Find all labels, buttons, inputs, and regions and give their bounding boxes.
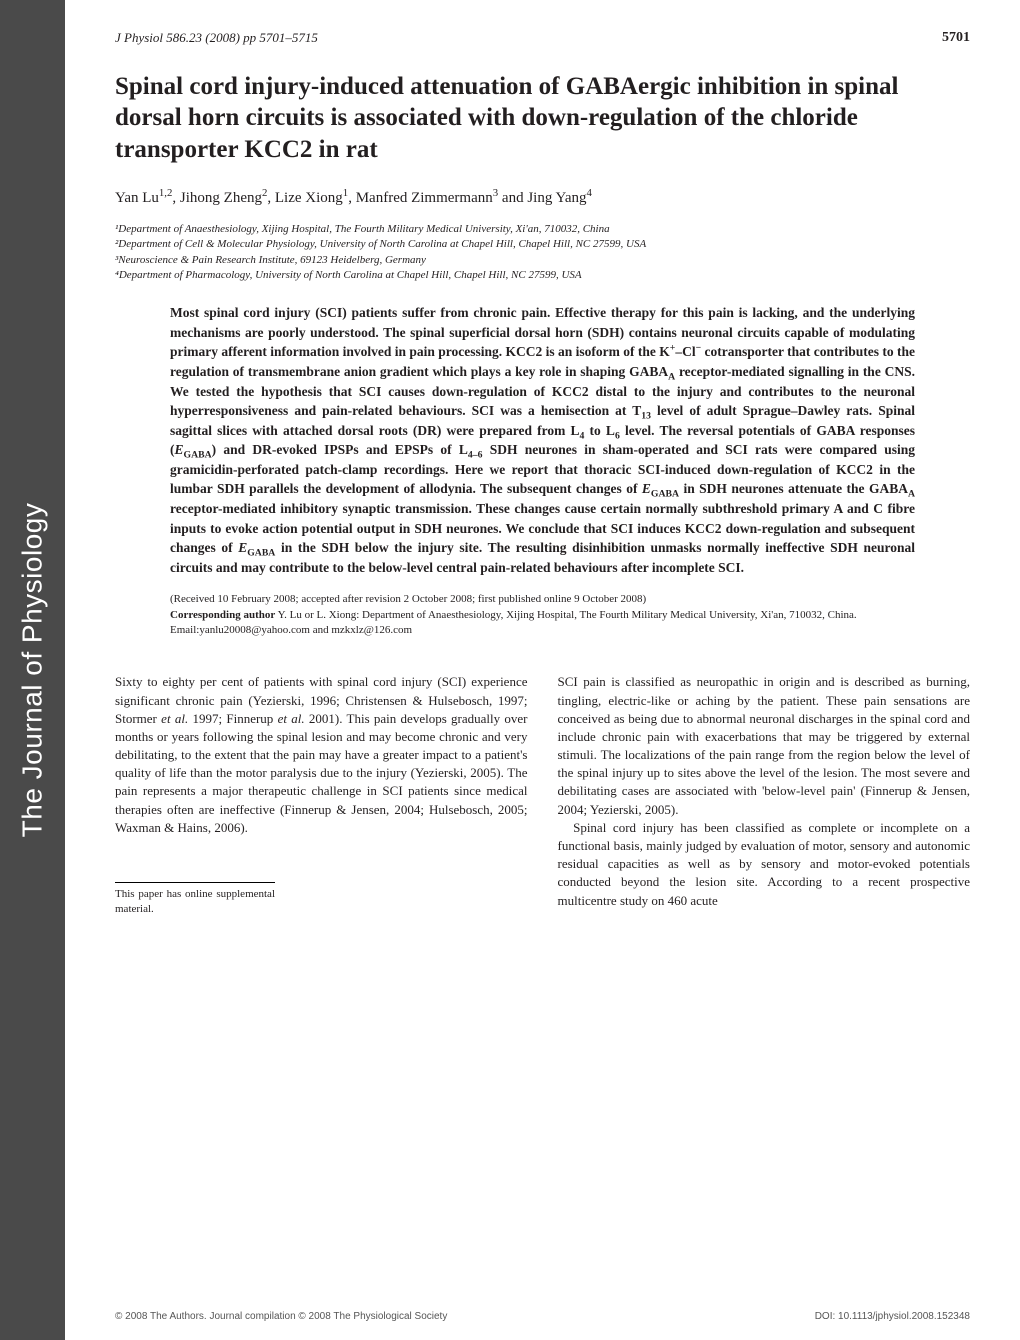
body-paragraph: SCI pain is classified as neuropathic in… (558, 673, 971, 819)
affiliations: ¹Department of Anaesthesiology, Xijing H… (115, 222, 970, 284)
article-title: Spinal cord injury-induced attenuation o… (115, 71, 970, 165)
doi: DOI: 10.1113/jphysiol.2008.152348 (815, 1311, 970, 1322)
author-list: Yan Lu1,2, Jihong Zheng2, Lize Xiong1, M… (115, 190, 970, 207)
affiliation-2: ²Department of Cell & Molecular Physiolo… (115, 237, 970, 252)
page-footer: © 2008 The Authors. Journal compilation … (115, 1311, 970, 1322)
journal-sidebar: The Journal of Physiology (0, 0, 65, 1340)
column-left: Sixty to eighty per cent of patients wit… (115, 673, 528, 917)
column-right: SCI pain is classified as neuropathic in… (558, 673, 971, 917)
copyright: © 2008 The Authors. Journal compilation … (115, 1311, 447, 1322)
received-dates: (Received 10 February 2008; accepted aft… (170, 592, 915, 607)
body-paragraph: Spinal cord injury has been classified a… (558, 819, 971, 910)
abstract: Most spinal cord injury (SCI) patients s… (115, 303, 970, 577)
affiliation-4: ⁴Department of Pharmacology, University … (115, 268, 970, 283)
corresponding-label: Corresponding author (170, 609, 275, 621)
corresponding-author: Corresponding author Y. Lu or L. Xiong: … (170, 608, 915, 639)
supplement-note: This paper has online supplemental mater… (115, 882, 275, 918)
article-meta: (Received 10 February 2008; accepted aft… (115, 592, 970, 638)
journal-name: The Journal of Physiology (17, 503, 49, 838)
affiliation-1: ¹Department of Anaesthesiology, Xijing H… (115, 222, 970, 237)
affiliation-3: ³Neuroscience & Pain Research Institute,… (115, 253, 970, 268)
page-content: J Physiol 586.23 (2008) pp 5701–5715 570… (65, 0, 1020, 1340)
body-columns: Sixty to eighty per cent of patients wit… (115, 673, 970, 917)
header-citation: J Physiol 586.23 (2008) pp 5701–5715 (115, 30, 318, 46)
page-number: 5701 (942, 30, 970, 46)
running-header: J Physiol 586.23 (2008) pp 5701–5715 570… (115, 0, 970, 71)
body-paragraph: Sixty to eighty per cent of patients wit… (115, 673, 528, 837)
